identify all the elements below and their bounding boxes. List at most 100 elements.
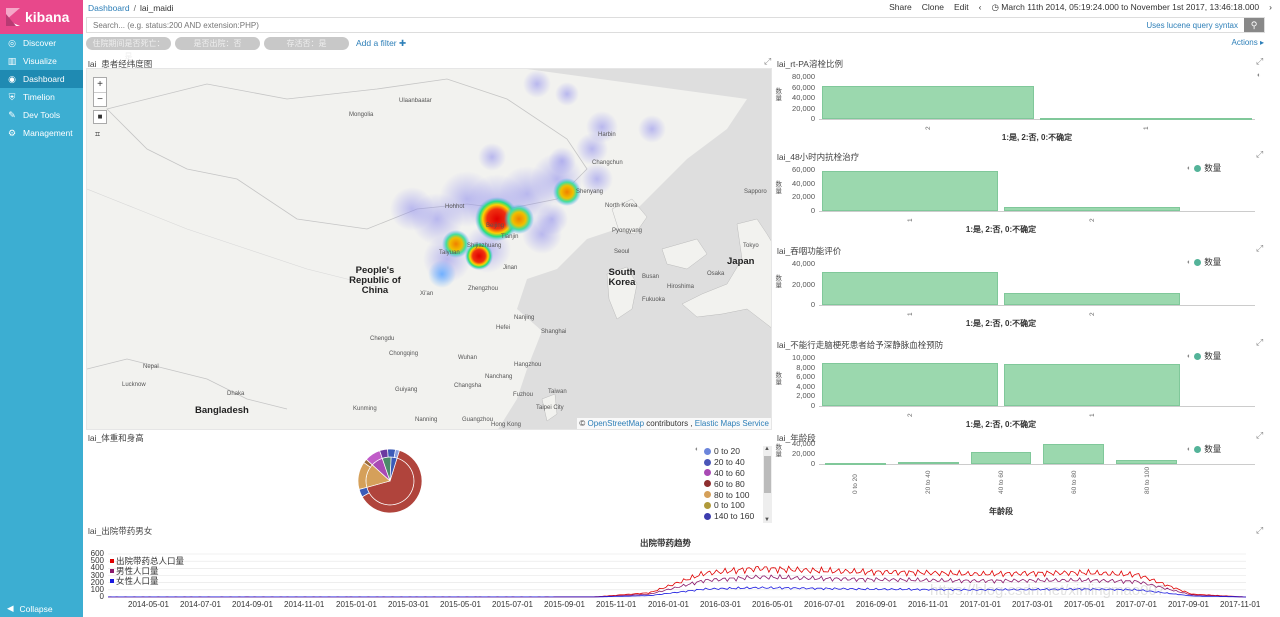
expand-icon[interactable]: ⤢ <box>764 56 772 66</box>
map-label: Chongqing <box>389 351 419 357</box>
legend-item[interactable]: 女性人口量 <box>110 576 184 586</box>
nav-devtools[interactable]: ✎ Dev Tools <box>0 106 83 124</box>
time-picker[interactable]: ◷ March 11th 2014, 05:19:24.000 to Novem… <box>992 2 1260 13</box>
legend-item[interactable]: 40 to 60 <box>695 468 773 479</box>
x-tick: 2015-03-01 <box>388 600 429 609</box>
search-button[interactable]: ⚲ <box>1244 18 1264 32</box>
crop-icon[interactable]: ⌗ <box>95 129 101 139</box>
x-tick: 1 <box>1089 413 1096 417</box>
nav-visualize[interactable]: ▥ Visualize <box>0 52 83 70</box>
nav-discover[interactable]: ◎ Discover <box>0 34 83 52</box>
filter-pill[interactable]: 存活否：是 <box>264 37 349 50</box>
scroll-down-icon[interactable]: ▼ <box>764 517 770 523</box>
add-filter-button[interactable]: Add a filter ✚ <box>356 38 406 49</box>
nav-management[interactable]: ⚙ Management <box>0 124 83 142</box>
legend-swatch <box>704 469 711 477</box>
bar[interactable] <box>897 462 959 465</box>
legend-toggle-icon[interactable]: ◐ <box>695 446 700 453</box>
legend-item[interactable]: 20 to 40 <box>695 457 773 468</box>
bar[interactable] <box>822 85 1034 119</box>
chart-legend[interactable]: ◐ 数量 <box>1187 350 1221 362</box>
edit-button[interactable]: Edit <box>954 2 969 12</box>
chart-legend[interactable]: ◐ 数量 <box>1187 443 1221 455</box>
legend-toggle-icon[interactable]: ◐ <box>1187 445 1192 453</box>
osm-link[interactable]: OpenStreetMap <box>587 419 645 428</box>
time-next-icon[interactable]: › <box>1269 2 1272 12</box>
bar[interactable] <box>822 272 998 305</box>
expand-icon[interactable]: ⤢ <box>1256 149 1264 159</box>
legend-label: 出院带药总人口量 <box>116 556 185 566</box>
bar[interactable] <box>1116 459 1177 464</box>
x-tick: 1 <box>907 312 914 316</box>
chart-legend[interactable]: ◐ 数量 <box>1187 256 1221 268</box>
line-chart[interactable] <box>86 536 1246 600</box>
legend-item[interactable]: 0 to 20 <box>695 446 773 457</box>
bar[interactable] <box>1040 117 1252 120</box>
legend-item[interactable]: 男性人口量 <box>110 566 184 576</box>
legend-item[interactable]: 出院带药总人口量 <box>110 556 184 566</box>
time-prev-icon[interactable]: ‹ <box>978 2 982 12</box>
y-tick: 300 <box>90 570 104 580</box>
legend-toggle-icon[interactable]: ◐ <box>1187 352 1192 360</box>
x-tick: 2016-07-01 <box>804 600 845 609</box>
expand-icon[interactable]: ⤢ <box>1256 243 1264 253</box>
y-axis-title: 数量 <box>775 180 783 195</box>
bar[interactable] <box>1004 364 1180 406</box>
x-tick: 2 <box>1089 218 1096 222</box>
pie-slice[interactable] <box>393 449 400 459</box>
y-tick: 60,000 <box>792 82 815 92</box>
search-input[interactable] <box>87 18 1127 32</box>
legend-label: 数量 <box>1204 163 1222 173</box>
legend-toggle-icon[interactable]: ◐ <box>1187 164 1192 172</box>
map-label: Pyongyang <box>612 228 643 234</box>
kibana-logo[interactable]: kibana <box>0 0 83 34</box>
actions-menu[interactable]: Actions ▸ <box>1232 38 1264 47</box>
legend-item[interactable]: 0 to 100 <box>695 500 773 511</box>
legend-scrollbar[interactable]: ▲ ▼ <box>763 446 772 523</box>
filter-pill[interactable]: 是否出院：否 <box>175 37 260 50</box>
zoom-in-button[interactable]: + <box>97 79 103 90</box>
bar[interactable] <box>822 171 998 211</box>
lucene-syntax-link[interactable]: Uses lucene query syntax <box>1146 21 1238 30</box>
legend-item[interactable]: 140 to 160 <box>695 511 773 522</box>
ems-link[interactable]: Elastic Maps Service <box>694 419 769 428</box>
scrollbar-thumb[interactable] <box>764 456 771 493</box>
legend-item[interactable]: 60 to 80 <box>695 478 773 489</box>
legend-toggle-icon[interactable]: ◐ <box>1257 72 1262 79</box>
clone-button[interactable]: Clone <box>921 2 944 12</box>
map-label: Chengdu <box>370 336 395 342</box>
expand-icon[interactable]: ⤢ <box>1256 56 1264 66</box>
bar[interactable] <box>1004 206 1180 211</box>
legend-item[interactable]: 80 to 100 <box>695 489 773 500</box>
expand-icon[interactable]: ⤢ <box>1256 337 1264 347</box>
map-label: Shijiazhuang <box>467 243 502 249</box>
pie-chart[interactable] <box>357 448 423 514</box>
expand-icon[interactable]: ⤢ <box>1256 525 1264 535</box>
legend-swatch <box>110 579 114 583</box>
bar[interactable] <box>1004 293 1180 305</box>
bar[interactable] <box>825 463 886 465</box>
bar[interactable] <box>822 363 998 406</box>
scroll-up-icon[interactable]: ▲ <box>764 446 770 452</box>
legend-item[interactable]: 140 to 160 <box>695 522 773 523</box>
coordinate-map[interactable]: + − ■ ⌗ Ulaanbaatar Mongolia Harbin Chan… <box>86 68 772 430</box>
zoom-out-button[interactable]: − <box>94 92 106 106</box>
bar[interactable] <box>1043 444 1105 464</box>
map-label: Tokyo <box>743 243 759 249</box>
filter-pill[interactable]: 住院期间是否死亡：是 <box>86 37 171 61</box>
nav-timelion[interactable]: ⛨ Timelion <box>0 88 83 106</box>
share-button[interactable]: Share <box>889 2 912 12</box>
bar[interactable] <box>970 451 1032 464</box>
nav-dashboard[interactable]: ◉ Dashboard <box>0 70 83 88</box>
expand-icon[interactable]: ⤢ <box>1256 430 1264 440</box>
map-label: Zhengzhou <box>468 286 499 292</box>
legend-toggle-icon[interactable]: ◐ <box>1187 258 1192 266</box>
collapse-button[interactable]: ◀ Collapse <box>7 603 53 614</box>
x-axis-line <box>819 464 1255 465</box>
chart-legend[interactable]: ◐ 数量 <box>1187 162 1221 174</box>
map-label: Taiyuan <box>439 250 460 256</box>
y-tick: 0 <box>810 114 815 123</box>
breadcrumb-dashboard-link[interactable]: Dashboard <box>88 2 130 13</box>
gear-icon: ⚙ <box>7 127 17 138</box>
map-select-button[interactable]: ■ <box>93 110 107 124</box>
